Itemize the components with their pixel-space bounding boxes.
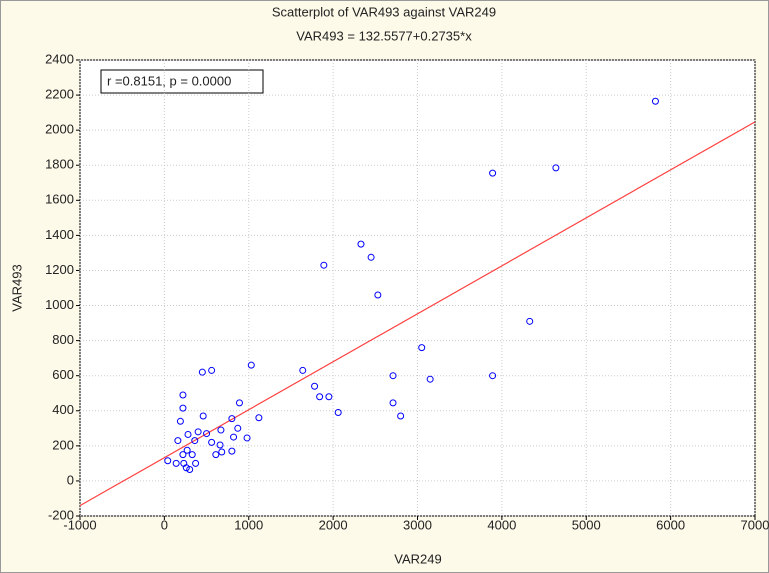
x-tick-label: 4000 xyxy=(487,517,516,532)
point xyxy=(389,372,397,380)
point xyxy=(179,404,187,412)
point xyxy=(526,317,534,325)
point xyxy=(179,391,187,399)
point xyxy=(230,433,238,441)
y-tick-label: 2200 xyxy=(45,87,74,102)
point xyxy=(208,366,216,374)
point xyxy=(320,261,328,269)
point xyxy=(235,399,243,407)
point xyxy=(191,437,199,445)
chart-subtitle: VAR493 = 132.5577+0.2735*x xyxy=(296,28,472,43)
x-tick-label: 2000 xyxy=(319,517,348,532)
point xyxy=(247,361,255,369)
point xyxy=(183,446,191,454)
point xyxy=(179,451,187,459)
y-tick-label: 1000 xyxy=(45,297,74,312)
point xyxy=(198,368,206,376)
x-tick-label: 5000 xyxy=(572,517,601,532)
point xyxy=(184,430,192,438)
point xyxy=(243,434,251,442)
annotation: r =0.8151, p = 0.0000 xyxy=(107,73,231,88)
point xyxy=(389,399,397,407)
point xyxy=(489,372,497,380)
point xyxy=(176,417,184,425)
point xyxy=(212,451,220,459)
y-tick-label: 2000 xyxy=(45,122,74,137)
point xyxy=(194,428,202,436)
y-tick-label: 800 xyxy=(52,332,74,347)
point xyxy=(186,466,194,474)
point xyxy=(234,424,242,432)
point xyxy=(357,240,365,248)
x-axis-label: VAR249 xyxy=(394,551,441,566)
point xyxy=(489,169,497,177)
point xyxy=(217,426,225,434)
fit-line xyxy=(79,121,756,507)
point xyxy=(192,459,200,467)
chart-title: Scatterplot of VAR493 against VAR249 xyxy=(272,4,496,19)
y-tick-label: 1600 xyxy=(45,192,74,207)
point xyxy=(374,291,382,299)
point xyxy=(208,438,216,446)
point xyxy=(334,409,342,417)
point xyxy=(367,253,375,261)
y-tick-label: 200 xyxy=(52,437,74,452)
point xyxy=(552,164,560,172)
point xyxy=(397,412,405,420)
y-tick-label: 1200 xyxy=(45,262,74,277)
point xyxy=(316,393,324,401)
point xyxy=(228,415,236,423)
point xyxy=(418,344,426,352)
point xyxy=(651,97,659,105)
point xyxy=(311,382,319,390)
y-axis-label: VAR493 xyxy=(9,264,24,311)
point xyxy=(188,451,196,459)
point xyxy=(180,459,188,467)
point xyxy=(199,412,207,420)
point xyxy=(203,430,211,438)
x-tick-label: 6000 xyxy=(656,517,685,532)
point xyxy=(164,457,172,465)
point xyxy=(216,441,224,449)
x-tick-label: 0 xyxy=(161,517,168,532)
point xyxy=(172,459,180,467)
y-tick-label: 600 xyxy=(52,367,74,382)
point xyxy=(174,437,182,445)
x-tick-label: 3000 xyxy=(403,517,432,532)
point xyxy=(325,393,333,401)
x-tick-label: 1000 xyxy=(234,517,263,532)
point xyxy=(426,375,434,383)
y-tick-label: 1400 xyxy=(45,227,74,242)
point xyxy=(299,366,307,374)
annotation-box xyxy=(100,69,264,94)
point xyxy=(255,414,263,422)
y-tick-label: 1800 xyxy=(45,157,74,172)
y-tick-label: 2400 xyxy=(45,51,74,66)
point xyxy=(218,448,226,456)
point xyxy=(228,447,236,455)
y-tick-label: -200 xyxy=(48,507,74,522)
y-tick-label: 0 xyxy=(67,472,74,487)
x-tick-label: -1000 xyxy=(63,517,96,532)
x-tick-label: 7000 xyxy=(741,517,769,532)
y-tick-label: 400 xyxy=(52,402,74,417)
